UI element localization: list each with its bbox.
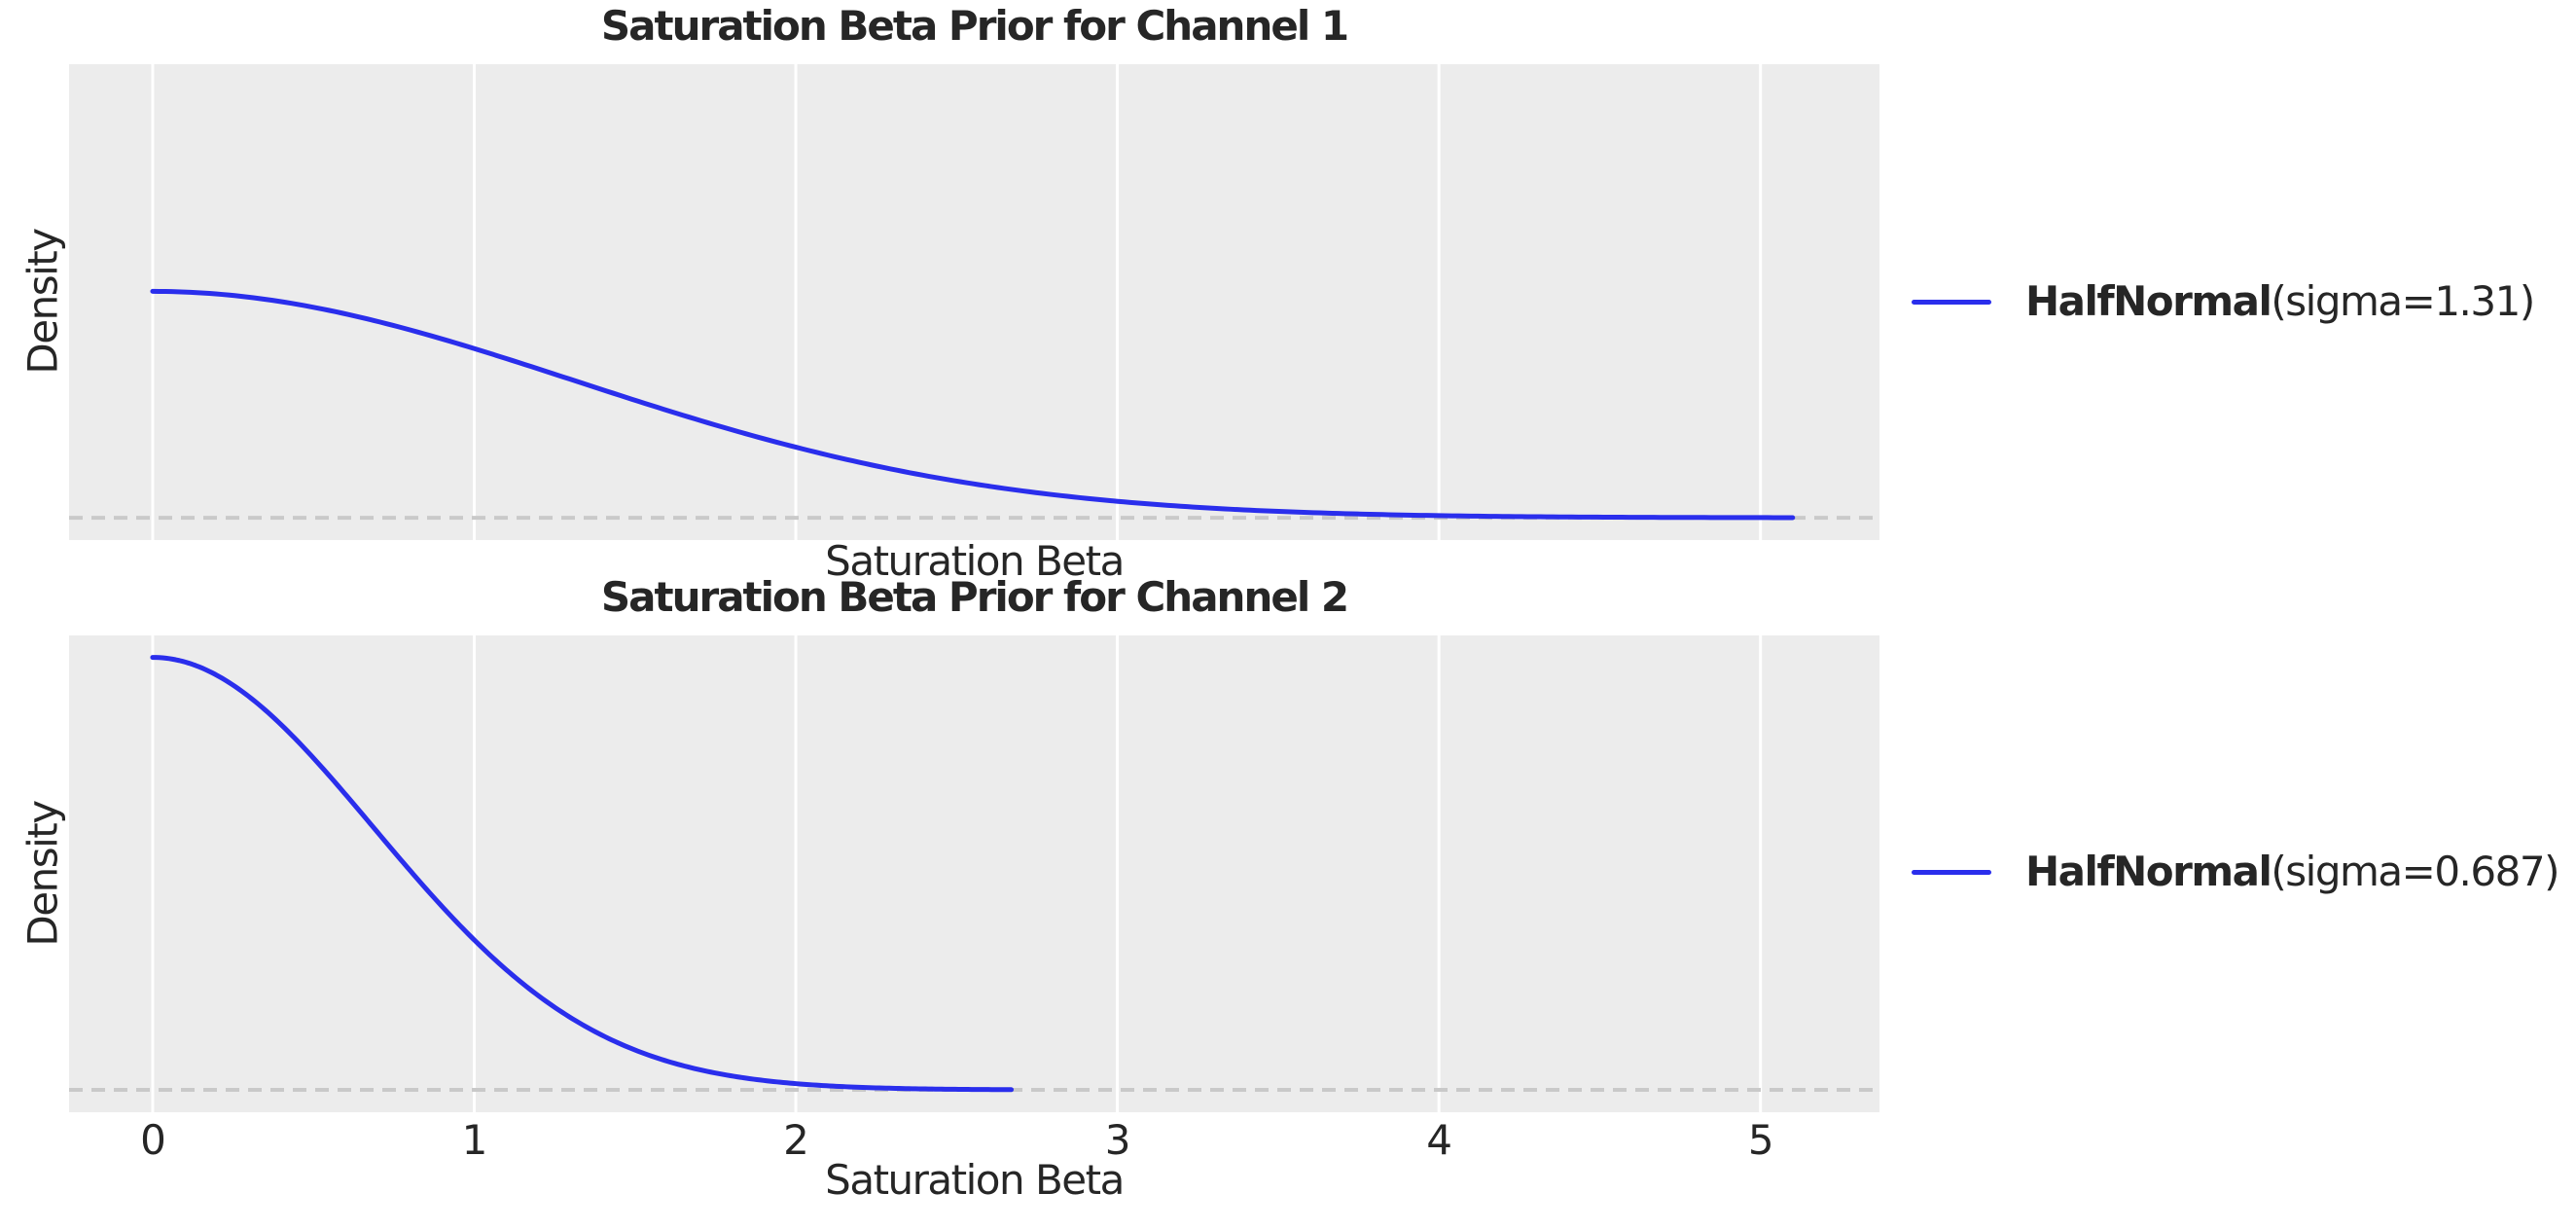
x-tick-label: 2 [783, 1116, 809, 1164]
legend: HalfNormal(sigma=0.687) [1912, 848, 2559, 896]
legend-distribution-params: (sigma=0.687) [2271, 848, 2559, 895]
legend-label: HalfNormal(sigma=1.31) [2025, 277, 2535, 326]
legend: HalfNormal(sigma=1.31) [1912, 277, 2535, 326]
density-curve-halfnormal [150, 288, 1796, 521]
x-axis-label: Saturation Beta [825, 1156, 1125, 1204]
density-curve-halfnormal [150, 655, 1015, 1093]
x-tick-label: 4 [1426, 1116, 1452, 1164]
x-tick-label: 5 [1747, 1116, 1774, 1164]
plot-area [69, 635, 1879, 1112]
y-axis-label: Density [18, 801, 67, 947]
legend-line-swatch [1912, 869, 1991, 875]
legend-distribution-params: (sigma=1.31) [2271, 277, 2535, 325]
x-axis-label: Saturation Beta [825, 537, 1125, 585]
subplot-title: Saturation Beta Prior for Channel 1 [600, 2, 1349, 50]
subplot-title: Saturation Beta Prior for Channel 2 [600, 573, 1349, 621]
legend-distribution-name: HalfNormal [2025, 277, 2272, 325]
x-tick-label: 1 [461, 1116, 488, 1164]
legend-line-swatch [1912, 299, 1991, 305]
density-plot [69, 64, 1879, 540]
density-plot [69, 635, 1879, 1112]
x-tick-label: 3 [1104, 1116, 1131, 1164]
x-axis-ticks: 0 1 2 3 4 5 [69, 1117, 1879, 1166]
legend-label: HalfNormal(sigma=0.687) [2025, 848, 2559, 896]
x-tick-label: 0 [140, 1116, 166, 1164]
plot-area [69, 64, 1879, 540]
y-axis-label: Density [18, 229, 67, 375]
legend-distribution-name: HalfNormal [2025, 848, 2272, 895]
